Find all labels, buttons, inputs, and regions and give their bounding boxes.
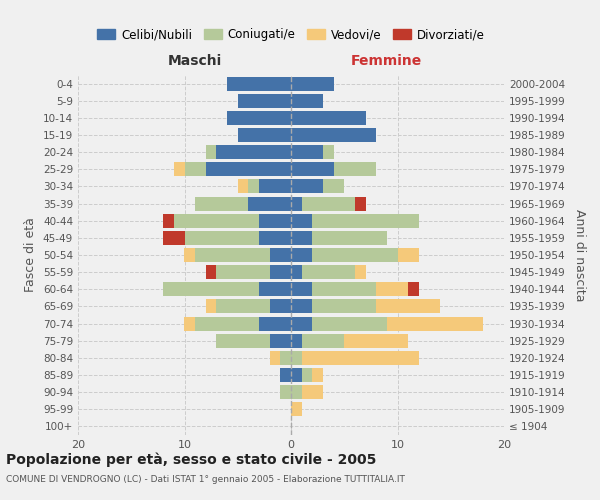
Bar [313,282,376,296]
Bar [291,316,313,330]
Text: COMUNE DI VENDROGNO (LC) - Dati ISTAT 1° gennaio 2005 - Elaborazione TUTTITALIA.: COMUNE DI VENDROGNO (LC) - Dati ISTAT 1°… [6,475,405,484]
Bar [259,316,291,330]
Bar [313,368,323,382]
Bar [217,334,270,347]
Bar [238,128,291,142]
Bar [185,316,195,330]
Bar [291,282,313,296]
Bar [291,76,334,90]
Bar [355,196,365,210]
Bar [323,180,344,194]
Legend: Celibi/Nubili, Coniugati/e, Vedovi/e, Divorziati/e: Celibi/Nubili, Coniugati/e, Vedovi/e, Di… [92,24,490,46]
Bar [174,214,259,228]
Bar [323,145,334,159]
Bar [291,231,313,245]
Bar [238,94,291,108]
Y-axis label: Fasce di età: Fasce di età [25,218,37,292]
Bar [302,385,323,399]
Bar [185,231,259,245]
Bar [185,248,195,262]
Bar [259,180,291,194]
Bar [313,248,398,262]
Bar [238,180,248,194]
Bar [259,282,291,296]
Bar [163,231,185,245]
Bar [206,162,291,176]
Bar [291,196,302,210]
Text: Popolazione per età, sesso e stato civile - 2005: Popolazione per età, sesso e stato civil… [6,452,376,467]
Bar [185,162,206,176]
Bar [291,248,313,262]
Bar [270,351,280,365]
Bar [291,214,313,228]
Bar [291,145,323,159]
Bar [248,180,259,194]
Bar [313,214,419,228]
Bar [206,300,217,314]
Bar [280,385,291,399]
Bar [291,265,302,279]
Text: Femmine: Femmine [351,54,422,68]
Bar [291,128,376,142]
Bar [163,214,174,228]
Bar [291,402,302,416]
Bar [206,265,217,279]
Bar [302,196,355,210]
Bar [313,300,376,314]
Bar [376,282,408,296]
Bar [248,196,291,210]
Bar [259,214,291,228]
Bar [302,368,312,382]
Bar [217,145,291,159]
Bar [280,368,291,382]
Bar [302,265,355,279]
Bar [355,265,365,279]
Bar [270,300,291,314]
Bar [195,196,248,210]
Bar [195,248,270,262]
Bar [291,162,334,176]
Bar [291,94,323,108]
Bar [270,265,291,279]
Bar [174,162,185,176]
Bar [280,351,291,365]
Bar [291,334,302,347]
Bar [387,316,483,330]
Bar [206,145,217,159]
Bar [291,368,302,382]
Bar [302,351,419,365]
Bar [313,316,387,330]
Y-axis label: Anni di nascita: Anni di nascita [572,209,586,301]
Bar [227,76,291,90]
Bar [302,334,344,347]
Bar [334,162,376,176]
Bar [270,334,291,347]
Bar [259,231,291,245]
Bar [291,180,323,194]
Bar [270,248,291,262]
Bar [291,351,302,365]
Bar [376,300,440,314]
Text: Maschi: Maschi [168,54,222,68]
Bar [344,334,408,347]
Bar [163,282,259,296]
Bar [195,316,259,330]
Bar [313,231,387,245]
Bar [398,248,419,262]
Bar [291,111,365,125]
Bar [408,282,419,296]
Bar [291,385,302,399]
Bar [217,300,270,314]
Bar [227,111,291,125]
Bar [291,300,313,314]
Bar [217,265,270,279]
